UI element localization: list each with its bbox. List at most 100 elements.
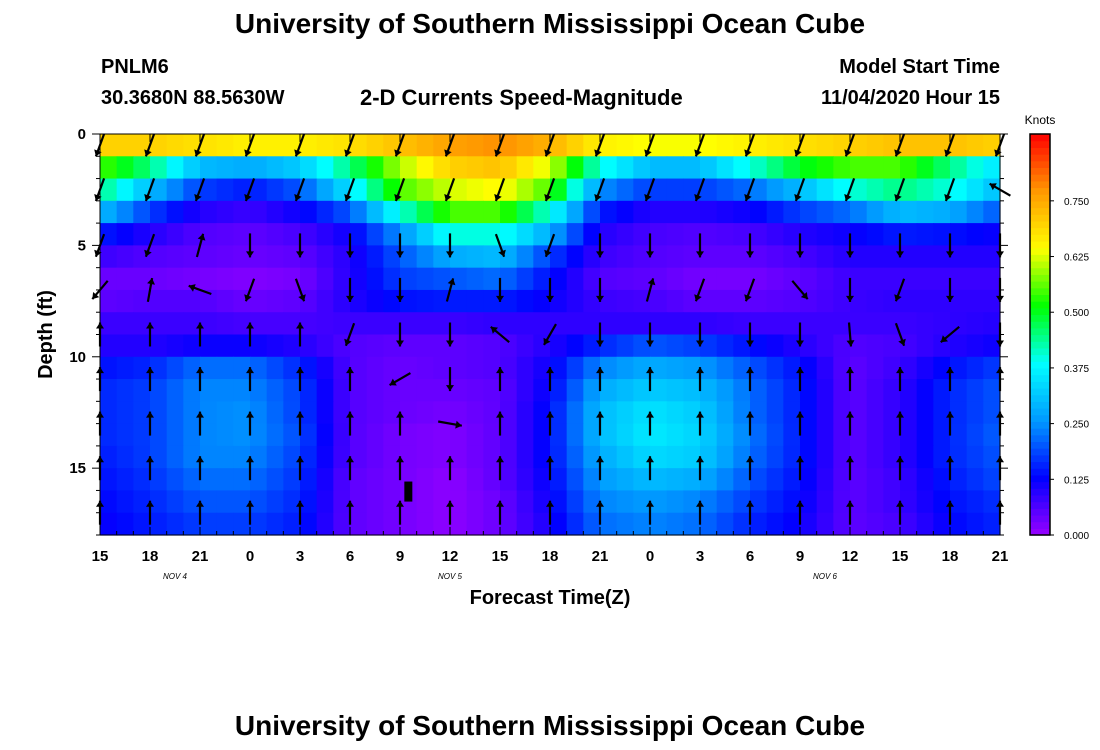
heatmap-cell <box>300 401 318 425</box>
vector-head <box>646 411 654 418</box>
vector-head <box>646 340 654 347</box>
heatmap-cell <box>350 245 368 269</box>
heatmap-cell <box>733 245 751 269</box>
heatmap-cell <box>766 445 784 469</box>
colorbar: 0.000 0.125 0.250 0.375 0.500 0.625 0.750 Knots <box>1025 113 1090 542</box>
x-tick-label: 9 <box>396 548 404 565</box>
heatmap-cell <box>650 356 668 380</box>
current-vector <box>246 367 254 392</box>
heatmap-cell <box>150 334 168 358</box>
heatmap-cell <box>500 401 518 425</box>
vector-head <box>946 411 954 418</box>
heatmap-cell <box>800 223 818 246</box>
vector-head <box>94 149 102 157</box>
heatmap-cell <box>333 423 351 447</box>
heatmap-cell <box>283 401 301 425</box>
current-vector <box>396 411 404 436</box>
heatmap-cell <box>250 468 268 492</box>
heatmap-cell <box>266 512 284 536</box>
heatmap-cell <box>200 379 218 402</box>
heatmap-cell <box>933 289 951 313</box>
vector-head <box>647 278 656 286</box>
heatmap-cell <box>150 200 168 224</box>
heatmap-cell <box>466 512 484 536</box>
vector-head <box>746 456 754 463</box>
heatmap-cell <box>783 289 801 313</box>
heatmap-cell <box>733 512 751 536</box>
heatmap-cell <box>533 223 551 246</box>
heatmap-cell <box>616 401 634 425</box>
colorbar-tick-label: 0.500 <box>1064 308 1089 319</box>
heatmap-cell <box>450 423 468 447</box>
vector-head <box>796 456 804 463</box>
heatmap-cell <box>833 512 851 536</box>
heatmap-cell <box>316 379 334 402</box>
heatmap-cell <box>866 223 884 246</box>
heatmap-cell <box>833 312 851 336</box>
heatmap-cell <box>800 445 818 469</box>
heatmap-cell <box>316 312 334 336</box>
vector-head <box>594 194 602 201</box>
heatmap-cell <box>350 356 368 380</box>
heatmap-cell <box>583 445 601 469</box>
vector-head <box>746 367 754 374</box>
heatmap-cell <box>183 512 201 536</box>
heatmap-cell <box>883 223 901 246</box>
colorbar-segment <box>1030 200 1050 209</box>
current-vector <box>346 233 354 258</box>
heatmap-cell <box>933 445 951 469</box>
heatmap-cell <box>616 334 634 358</box>
heatmap-cell <box>933 156 951 180</box>
heatmap-cell <box>116 134 134 157</box>
heatmap-cell <box>650 178 668 202</box>
heatmap-cell <box>683 245 701 269</box>
heatmap-cell <box>516 245 534 269</box>
current-vector <box>646 233 654 258</box>
colorbar-segment <box>1030 287 1050 295</box>
page-title: University of Southern Mississippi Ocean… <box>234 8 866 39</box>
heatmap-cell <box>816 267 834 291</box>
current-vector <box>796 456 804 481</box>
vector-head <box>444 194 452 201</box>
current-vector <box>294 278 306 302</box>
heatmap-cell <box>700 223 718 246</box>
current-vector <box>896 411 904 436</box>
current-vector <box>846 322 855 347</box>
vector-head <box>346 251 354 258</box>
vector-head <box>796 251 804 258</box>
heatmap-cell <box>816 468 834 492</box>
heatmap-cell <box>116 289 134 313</box>
current-vector <box>596 233 604 258</box>
vector-head <box>846 456 854 463</box>
colorbar-segment <box>1030 387 1050 396</box>
heatmap-cell <box>800 401 818 425</box>
heatmap-cell <box>216 178 234 202</box>
heatmap-cell <box>283 289 301 313</box>
heatmap-cell <box>900 134 918 157</box>
vector-head <box>394 194 402 201</box>
current-vector <box>346 411 354 436</box>
heatmap-cell <box>500 134 518 157</box>
heatmap-cell <box>316 401 334 425</box>
current-vector <box>744 133 756 157</box>
colorbar-tick-label: 0.000 <box>1064 531 1089 542</box>
heatmap-cell <box>650 401 668 425</box>
heatmap-cell <box>166 134 184 157</box>
heatmap-cell <box>433 356 451 380</box>
current-vector <box>546 277 554 302</box>
heatmap-cell <box>400 289 418 313</box>
heatmap-cell <box>550 134 568 157</box>
vector-head <box>396 295 404 302</box>
heatmap-cell <box>516 312 534 336</box>
colorbar-tick-label: 0.750 <box>1064 197 1089 208</box>
current-vector <box>894 322 906 347</box>
vector-head <box>994 149 1002 157</box>
heatmap-cell <box>366 267 384 291</box>
colorbar-segment <box>1030 448 1050 456</box>
heatmap-cell <box>116 468 134 492</box>
vector-head <box>244 149 252 157</box>
heatmap-cell <box>466 267 484 291</box>
heatmap-cell <box>666 267 684 291</box>
heatmap-cell <box>166 267 184 291</box>
current-vector <box>446 500 454 525</box>
